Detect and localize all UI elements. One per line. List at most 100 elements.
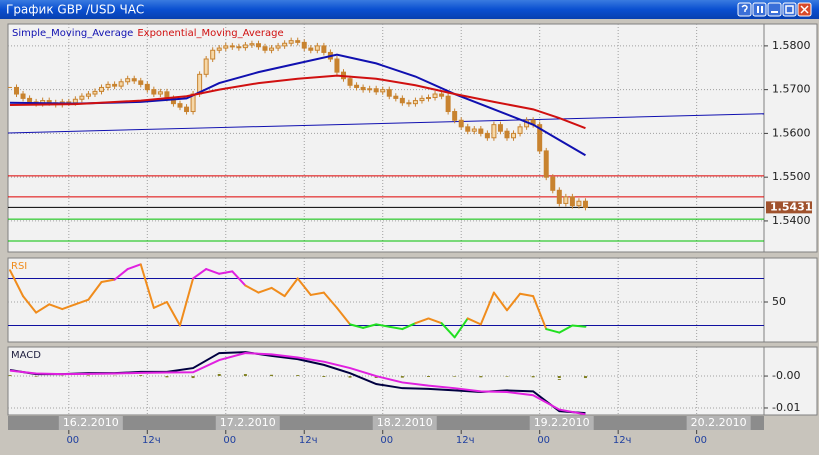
rsi-segment	[35, 303, 51, 314]
rsi-segment	[165, 301, 181, 327]
rsi-segment	[322, 291, 338, 309]
candle-body	[27, 97, 33, 103]
date-box	[686, 416, 751, 430]
candle-body	[569, 196, 575, 207]
candle-body	[386, 89, 392, 97]
window-title: График GBP /USD ЧАС	[6, 3, 144, 17]
rsi-segment	[349, 323, 365, 329]
title-bar	[0, 0, 819, 19]
minimize-button[interactable]	[767, 2, 782, 17]
series-line	[9, 352, 586, 415]
series-line	[9, 74, 586, 130]
rsi-segment	[283, 277, 299, 298]
panel-title: MACD	[11, 350, 41, 361]
x-tick-label: 00	[223, 435, 236, 446]
candle-body	[177, 103, 183, 108]
candle-body	[563, 196, 569, 204]
candle-body	[484, 132, 490, 139]
rsi-segment	[466, 317, 482, 326]
y-tick-label: 50	[772, 295, 786, 308]
candle-body	[360, 86, 366, 91]
rsi-segment	[532, 295, 548, 331]
y-tick-label: 1.5500	[772, 170, 811, 183]
x-tick-label: 00	[66, 435, 79, 446]
candle-body	[412, 100, 418, 105]
rsi-segment	[178, 277, 195, 327]
candle-body	[543, 150, 549, 178]
window-buttons[interactable]	[737, 2, 812, 17]
date-box	[58, 416, 123, 430]
maximize-button[interactable]	[782, 2, 797, 17]
date-label: 17.2.2010	[220, 416, 276, 429]
candle-body	[282, 42, 288, 47]
candle-body	[99, 86, 105, 92]
candle-body	[537, 124, 543, 152]
axis-background	[763, 23, 818, 253]
candle-body	[511, 132, 517, 139]
date-box	[215, 416, 280, 430]
rsi-segment	[401, 322, 417, 331]
candle-body	[308, 47, 314, 51]
legend-entry: Simple_Moving_Average	[12, 28, 133, 39]
candle-body	[203, 58, 209, 75]
candle-body	[471, 128, 477, 132]
y-tick-label: -0.01	[772, 401, 800, 414]
date-label: 20.2.2010	[691, 416, 747, 429]
rsi-segment	[558, 324, 574, 334]
pause-button[interactable]	[752, 2, 767, 17]
candle-body	[550, 176, 556, 191]
rsi-segment	[257, 286, 273, 294]
axis-background	[763, 346, 818, 416]
candle-body	[399, 97, 405, 104]
x-tick-label: 00	[537, 435, 550, 446]
candle-body	[14, 86, 20, 95]
candle-body	[262, 46, 268, 51]
rsi-segment	[100, 278, 116, 283]
x-tick-label: 12ч	[456, 435, 475, 446]
rsi-segment	[440, 322, 456, 339]
candle-body	[275, 45, 281, 49]
rsi-segment	[244, 284, 260, 294]
candle-body	[85, 93, 91, 97]
candle-body	[334, 58, 340, 73]
x-tick-label: 00	[694, 435, 707, 446]
panel-background	[7, 23, 765, 253]
candle-body	[576, 200, 582, 207]
series-line	[9, 53, 586, 157]
candle-body	[367, 88, 373, 91]
candle-body	[118, 81, 124, 87]
x-tick-label: 12ч	[299, 435, 318, 446]
rsi-segment	[362, 323, 378, 329]
last-price-label: 1.5431	[770, 200, 812, 213]
candle-body	[223, 45, 229, 49]
candle-body	[151, 89, 157, 95]
rsi-segment	[296, 277, 312, 296]
last-price-box	[766, 201, 812, 214]
candle-body	[478, 128, 484, 134]
candle-body	[288, 40, 294, 44]
candle-body	[517, 126, 523, 134]
candle-body	[295, 40, 301, 43]
rsi-segment	[48, 303, 64, 311]
series-line	[8, 113, 764, 134]
candle-body	[79, 95, 85, 100]
candle-body	[452, 111, 458, 121]
candle-body	[426, 97, 432, 100]
candle-body	[347, 78, 353, 86]
candle-body	[138, 80, 144, 85]
rsi-segment	[205, 268, 221, 275]
rsi-segment	[22, 295, 38, 314]
rsi-segment	[545, 328, 561, 334]
candle-body	[373, 88, 379, 93]
rsi-segment	[453, 317, 469, 339]
candle-body	[269, 47, 275, 51]
rsi-segment	[113, 268, 129, 281]
rsi-segment	[414, 317, 430, 325]
candle-body	[255, 43, 261, 48]
rsi-segment	[388, 325, 404, 331]
candle-body	[229, 45, 235, 48]
axis-background	[763, 257, 818, 343]
rsi-segment	[8, 269, 25, 298]
